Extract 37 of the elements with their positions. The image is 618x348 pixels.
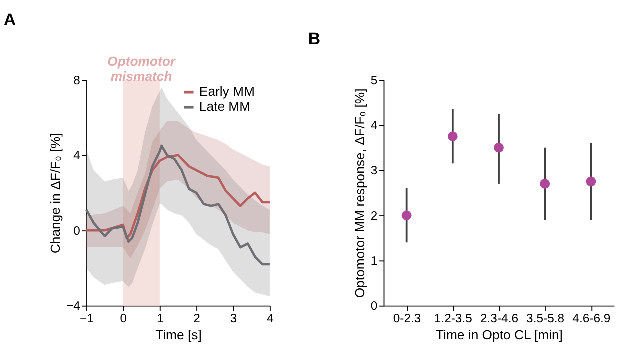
x-axis-title: Time in Opto CL [min] <box>436 327 563 342</box>
x-tick-label: 2 <box>194 311 201 326</box>
x-tick-label: 3.5-5.8 <box>526 311 565 326</box>
y-tick-label: 4 <box>74 148 81 163</box>
x-tick-label: 1 <box>156 311 164 326</box>
chart-title: B <box>308 29 321 48</box>
x-tick-label: 4 <box>267 311 274 326</box>
y-tick-label: 1 <box>370 254 378 268</box>
x-tick-label: 2.3-4.6 <box>480 311 519 326</box>
legend-label: Early MM <box>199 84 255 100</box>
point <box>586 176 596 187</box>
legend-label: Late MM <box>199 99 251 114</box>
point <box>448 132 458 142</box>
y-tick-label: 4 <box>370 118 378 132</box>
x-axis-title: Time [s] <box>156 327 202 342</box>
y-tick-label: 5 <box>370 73 378 88</box>
x-tick-label: 3 <box>230 311 238 326</box>
y-tick-label: 8 <box>74 73 81 88</box>
y-tick-label: 3 <box>370 164 378 178</box>
band-label: Optomotor mismatch <box>108 54 176 84</box>
y-tick-label: −4 <box>66 299 81 314</box>
y-tick-label: 0 <box>370 299 378 314</box>
x-tick-label: 1.2-3.5 <box>434 311 473 326</box>
point <box>494 142 504 153</box>
y-axis-title: Optomotor MM response, ΔF/F₀ [%] <box>352 88 368 298</box>
x-tick-label: −1 <box>80 311 94 326</box>
y-tick-label: 2 <box>370 208 378 223</box>
point <box>402 210 412 220</box>
x-tick-label: 4.6-6.9 <box>572 311 611 326</box>
chart-title: A <box>4 10 16 30</box>
line-series <box>85 144 272 266</box>
y-tick-label: 0 <box>74 224 81 238</box>
x-tick-label: 0-2.3 <box>393 311 422 326</box>
y-axis-title: Change in ΔF/F₀ [%] <box>48 133 63 254</box>
point <box>540 179 550 189</box>
x-tick-label: 0 <box>120 311 128 326</box>
line-series <box>85 154 272 240</box>
